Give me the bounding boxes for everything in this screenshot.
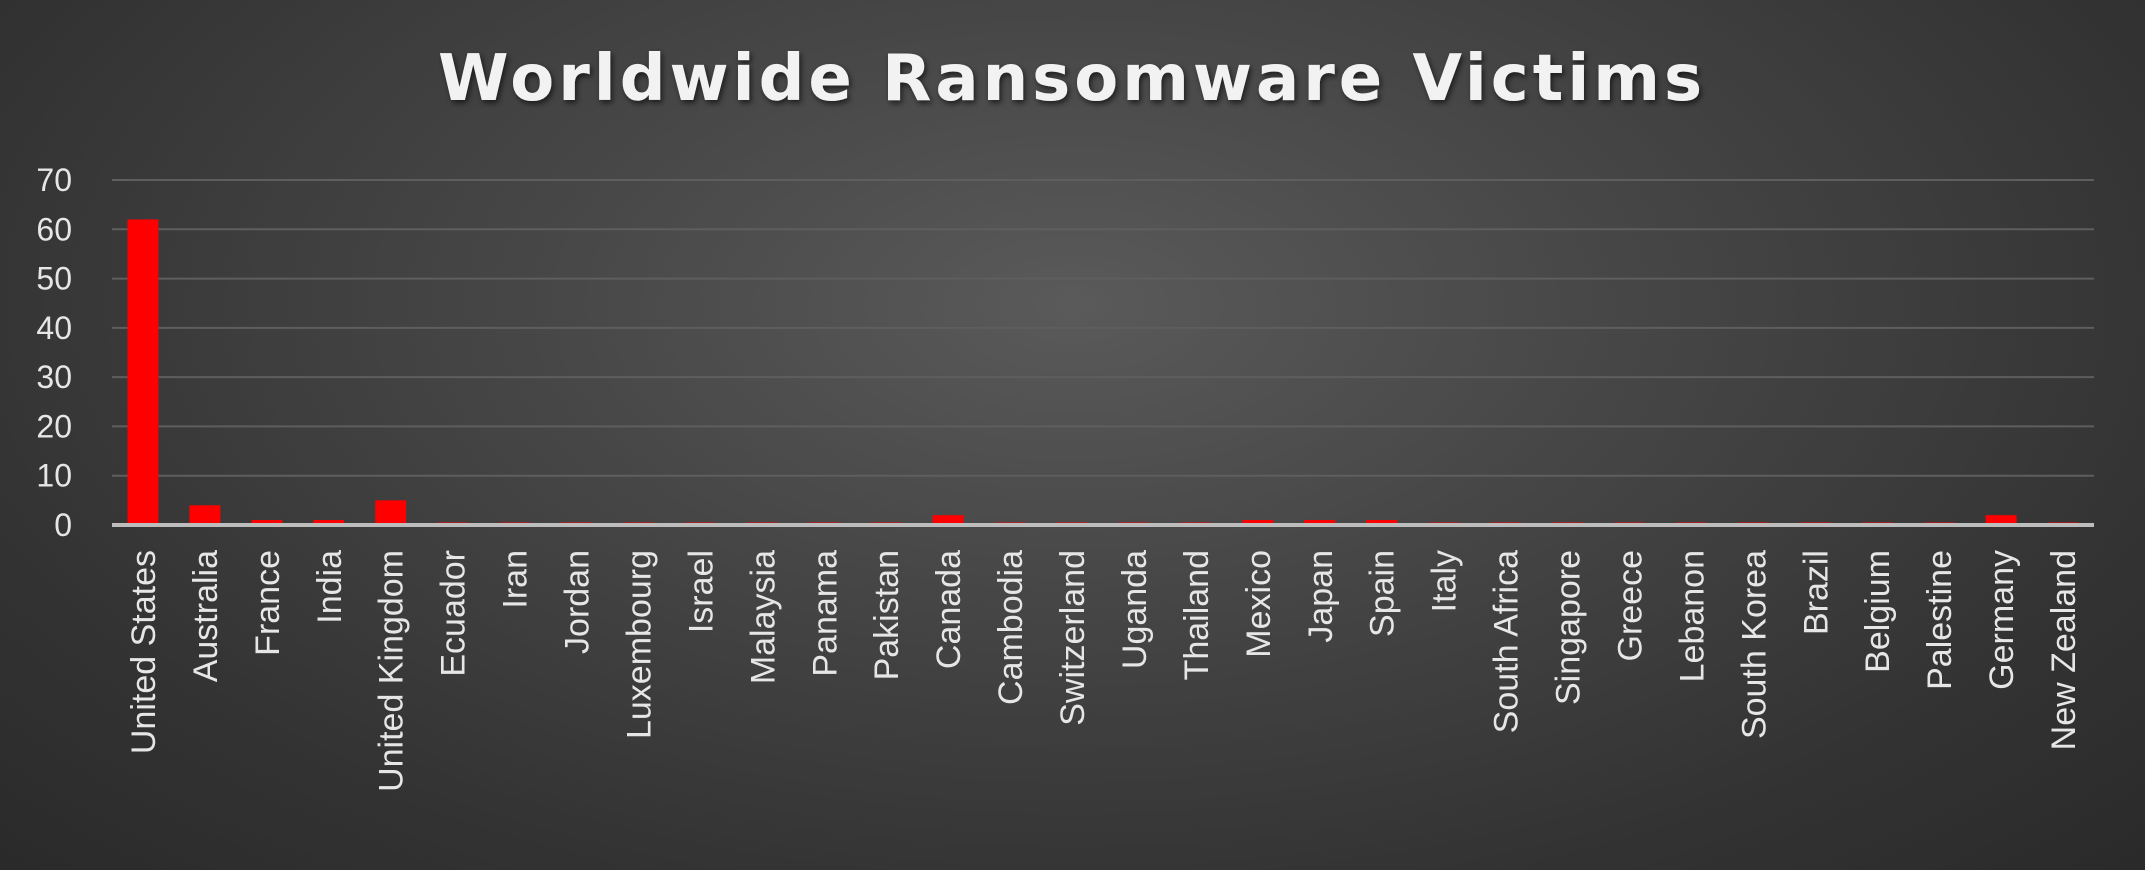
x-category-label: South Korea	[1735, 550, 1773, 739]
y-axis-ticks: 0 10 20 30 40 50 60 70	[36, 162, 72, 543]
bar	[1304, 520, 1336, 525]
x-category-label: Uganda	[1116, 550, 1154, 669]
y-tick-label: 10	[36, 458, 72, 494]
bar	[313, 520, 345, 525]
y-tick-label: 70	[36, 162, 72, 198]
gridlines	[112, 179, 2094, 477]
x-category-label: Mexico	[1240, 550, 1278, 658]
x-category-label: India	[311, 550, 349, 624]
bar	[251, 520, 283, 525]
bar	[932, 515, 964, 525]
bar	[1985, 515, 2017, 525]
bar	[127, 219, 159, 525]
x-category-label: Luxembourg	[620, 550, 658, 739]
y-tick-label: 40	[36, 310, 72, 346]
x-category-label: Iran	[497, 550, 535, 609]
chart-title: Worldwide Ransomware Victims	[438, 42, 1706, 116]
x-category-label: Japan	[1302, 550, 1340, 643]
x-category-label: Australia	[187, 550, 225, 682]
bar	[375, 500, 407, 525]
x-category-label: Germany	[1983, 550, 2021, 690]
y-tick-label: 30	[36, 359, 72, 395]
x-category-label: Belgium	[1859, 550, 1897, 673]
x-category-label: Jordan	[559, 550, 597, 654]
x-axis-labels: United States Australia France India United …	[125, 550, 2083, 792]
x-category-label: Brazil	[1797, 550, 1835, 635]
x-category-label: Ecuador	[435, 550, 473, 677]
bars	[127, 219, 2079, 525]
bar	[189, 505, 221, 525]
y-tick-label: 60	[36, 211, 72, 247]
x-category-label: Thailand	[1178, 550, 1216, 680]
x-category-label: New Zealand	[2045, 550, 2083, 750]
x-category-label: United States	[125, 550, 163, 754]
y-tick-label: 50	[36, 261, 72, 297]
x-category-label: Palestine	[1921, 550, 1959, 690]
x-category-label: Panama	[806, 550, 844, 677]
bar	[1242, 520, 1274, 525]
bar	[1366, 520, 1398, 525]
x-category-label: Canada	[930, 550, 968, 669]
x-category-label: Cambodia	[992, 550, 1030, 705]
x-category-label: Spain	[1364, 550, 1402, 637]
x-category-label: South Africa	[1488, 550, 1526, 733]
y-tick-label: 0	[54, 507, 72, 543]
x-category-label: France	[249, 550, 287, 656]
x-category-label: Italy	[1426, 550, 1464, 612]
y-tick-label: 20	[36, 408, 72, 444]
x-category-label: United Kingdom	[373, 550, 411, 792]
x-category-label: Lebanon	[1673, 550, 1711, 682]
x-category-label: Israel	[682, 550, 720, 633]
x-category-label: Singapore	[1550, 550, 1588, 705]
x-category-label: Pakistan	[868, 550, 906, 680]
x-category-label: Switzerland	[1054, 550, 1092, 726]
x-category-label: Greece	[1611, 550, 1649, 662]
x-category-label: Malaysia	[744, 550, 782, 684]
